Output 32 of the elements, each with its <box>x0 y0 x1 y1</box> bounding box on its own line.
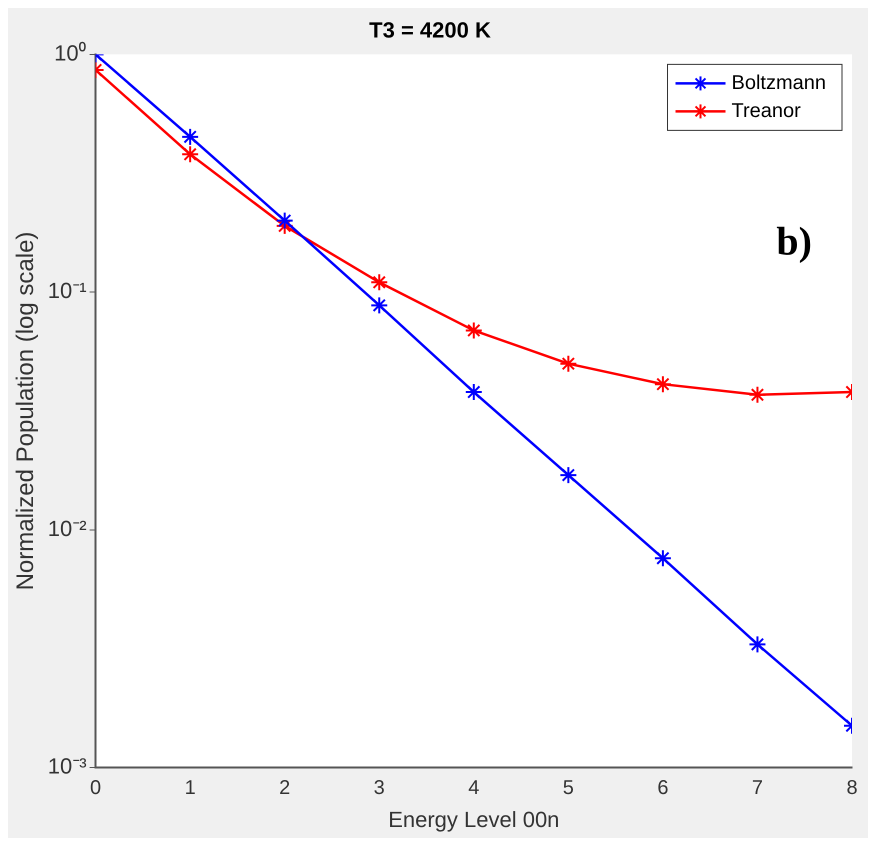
point <box>559 466 578 484</box>
point <box>464 383 483 402</box>
x-tick-label: 8 <box>846 777 858 800</box>
x-tick-label: 0 <box>90 777 102 800</box>
y-tick-label: 10⁻² <box>48 516 87 541</box>
x-tick-label: 3 <box>374 777 385 800</box>
legend-label: Boltzmann <box>732 72 826 94</box>
x-tick-label: 2 <box>279 777 290 800</box>
x-tick-label: 4 <box>468 777 480 800</box>
x-tick-label: 6 <box>657 777 668 800</box>
point <box>748 635 766 654</box>
point <box>181 145 200 164</box>
point <box>559 354 578 373</box>
x-tick-label: 7 <box>752 777 764 800</box>
y-axis-title: Normalized Population (log scale) <box>12 232 40 590</box>
point <box>370 273 388 292</box>
annotation: b) <box>776 218 812 264</box>
legend-label: Treanor <box>732 100 802 122</box>
point <box>654 549 672 568</box>
y-tick-label: 10⁻¹ <box>48 278 87 304</box>
point <box>654 375 672 394</box>
chart-title: T3 = 4200 K <box>369 17 491 42</box>
point <box>464 321 483 340</box>
x-axis-title: Energy Level 00n <box>388 806 560 832</box>
point <box>748 386 766 404</box>
x-tick-label: 5 <box>562 777 574 800</box>
point <box>181 128 200 146</box>
y-tick-label: 10⁻³ <box>48 754 87 779</box>
y-tick-label: 10⁰ <box>54 40 87 66</box>
point <box>370 296 388 314</box>
x-tick-label: 1 <box>184 777 196 800</box>
point <box>276 212 294 230</box>
